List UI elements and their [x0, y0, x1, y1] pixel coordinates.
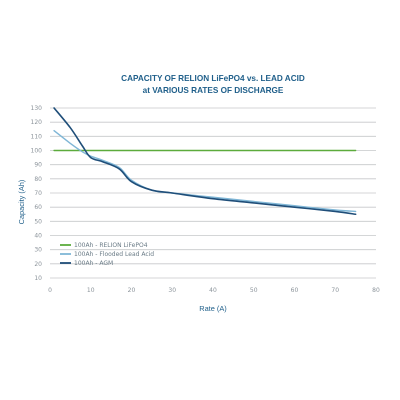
x-tick-label: 20 [128, 287, 136, 294]
series-lines [53, 107, 357, 216]
legend: 100Ah - RELION LiFePO4 100Ah - Flooded Le… [60, 242, 154, 267]
y-tick-label: 100 [31, 148, 43, 155]
y-tick-label: 20 [34, 261, 42, 268]
y-tick-label: 50 [34, 218, 42, 225]
series-line [53, 129, 357, 213]
x-tick-label: 0 [48, 287, 52, 294]
x-axis-label: Rate (A) [199, 304, 227, 313]
x-tick-label: 30 [168, 287, 176, 294]
y-tick-label: 80 [34, 176, 42, 183]
legend-label: 100Ah - Flooded Lead Acid [74, 251, 154, 258]
legend-label: 100Ah - RELION LiFePO4 [74, 242, 148, 249]
x-tick-label: 80 [372, 287, 380, 294]
y-tick-label: 130 [31, 105, 43, 112]
ticks: 10 20 30 40 50 60 70 80 90 100 110 120 130 0 10 20 30 40 5… [31, 105, 380, 294]
y-tick-label: 120 [31, 119, 43, 126]
y-axis-label: Capacity (Ah) [17, 180, 26, 225]
y-tick-label: 10 [34, 275, 42, 282]
x-tick-label: 40 [209, 287, 217, 294]
y-tick-label: 40 [34, 233, 42, 240]
legend-label: 100Ah - AGM [74, 260, 113, 267]
x-tick-label: 60 [291, 287, 299, 294]
y-tick-label: 30 [34, 247, 42, 254]
chart-title-line-2: at VARIOUS RATES OF DISCHARGE [143, 86, 284, 95]
x-tick-label: 50 [250, 287, 258, 294]
series-line [53, 107, 357, 216]
y-tick-label: 60 [34, 204, 42, 211]
x-tick-label: 70 [331, 287, 339, 294]
chart-title-line-1: CAPACITY OF RELION LiFePO4 vs. LEAD ACID [121, 74, 305, 83]
y-tick-label: 70 [34, 190, 42, 197]
x-tick-label: 10 [87, 287, 95, 294]
y-tick-label: 90 [34, 162, 42, 169]
y-tick-label: 110 [31, 133, 43, 140]
